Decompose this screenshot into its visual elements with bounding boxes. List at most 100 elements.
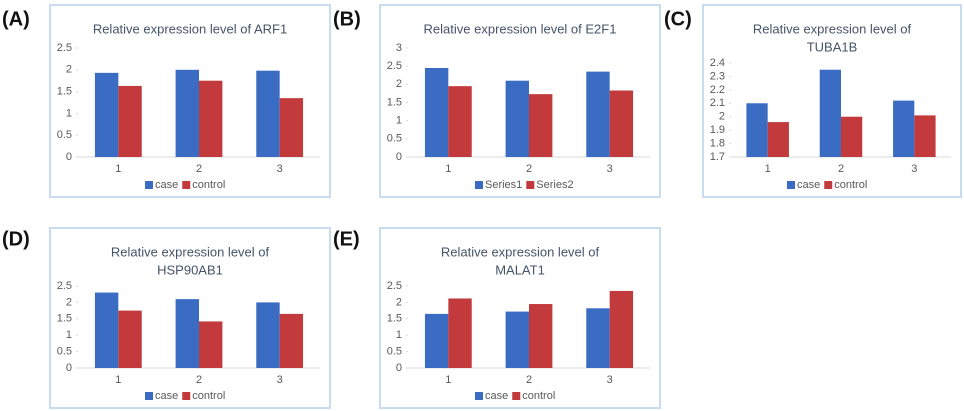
bar [767,122,789,157]
y-tick-label: 2 [396,296,402,308]
bar [529,304,553,368]
x-tick-label: 1 [115,163,121,175]
bar [914,115,936,157]
legend-swatch [787,181,795,189]
panel-label: (C) [664,8,692,30]
legend-label: Series2 [536,179,573,191]
panel-label: (A) [2,8,30,30]
y-tick-label: 0 [66,362,72,374]
legend-label: control [522,390,555,402]
legend-label: control [192,390,225,402]
y-tick-label: 2 [719,111,725,123]
bar [94,292,119,368]
panel-label: (E) [333,228,360,250]
legend-label: case [797,179,820,191]
chart-title: HSP90AB1 [157,262,223,277]
legend-swatch [475,392,483,400]
bar [279,98,304,157]
x-tick-label: 1 [445,163,451,175]
chart-title: Relative expression level of [441,244,600,259]
legend-swatch [824,181,833,189]
y-tick-label: 0.5 [57,129,72,141]
bar [199,321,223,368]
x-tick-label: 1 [765,163,771,175]
x-tick-label: 3 [607,374,613,386]
y-tick-label: 0.5 [387,346,402,358]
bar [893,100,915,157]
legend-label: case [155,179,178,191]
bar [448,86,472,157]
bar [424,313,449,368]
y-tick-label: 1.8 [710,137,725,149]
bar [505,80,529,157]
y-tick-label: 1 [66,107,72,119]
legend-label: case [155,390,178,402]
y-tick-label: 0.5 [387,133,402,145]
y-tick-label: 0 [396,362,402,374]
legend-swatch [526,181,535,189]
legend-swatch [182,392,191,400]
bar [279,313,304,368]
bar [529,94,553,157]
bar [505,311,529,368]
y-tick-label: 2.5 [387,280,402,292]
bar [175,69,199,157]
y-tick-label: 0.5 [57,346,72,358]
bar [175,299,199,368]
legend-swatch [512,392,521,400]
bar [199,80,223,157]
y-tick-label: 1.9 [710,124,725,136]
y-tick-label: 2.5 [57,280,72,292]
y-tick-label: 2 [66,296,72,308]
bar [118,310,142,368]
bar [746,103,768,157]
bar [118,85,142,157]
bar [586,71,610,157]
legend-swatch [182,181,191,189]
y-tick-label: 1.5 [387,96,402,108]
bar [94,72,119,157]
y-tick-label: 0 [396,151,402,163]
y-tick-label: 1 [396,115,402,127]
y-tick-label: 2.3 [710,70,725,82]
x-tick-label: 2 [196,163,202,175]
bar [819,69,841,157]
x-tick-label: 2 [196,374,202,386]
panel-label: (B) [333,8,361,30]
chart-title: TUBA1B [807,39,858,54]
y-tick-label: 2.4 [710,57,725,69]
y-tick-label: 3 [396,42,402,54]
legend-label: case [485,390,508,402]
y-tick-label: 2.1 [710,97,725,109]
x-tick-label: 3 [277,163,283,175]
y-tick-label: 2 [396,78,402,90]
bar [424,67,449,157]
y-tick-label: 2.5 [387,60,402,72]
bar [609,90,634,157]
legend-label: Series1 [485,179,522,191]
y-tick-label: 1.7 [710,151,725,163]
chart-title: Relative expression level of [111,244,270,259]
chart-title: Relative expression level of E2F1 [424,21,617,36]
y-tick-label: 2.5 [57,42,72,54]
bar [256,302,280,368]
panel-label: (D) [2,228,30,250]
chart-title: MALAT1 [495,262,545,277]
bar [448,298,472,368]
x-tick-label: 3 [607,163,613,175]
x-tick-label: 3 [277,374,283,386]
legend-label: control [192,179,225,191]
x-tick-label: 2 [526,374,532,386]
x-tick-label: 2 [838,163,844,175]
x-tick-label: 3 [911,163,917,175]
y-tick-label: 2.2 [710,84,725,96]
legend-swatch [475,181,483,189]
legend-swatch [145,181,153,189]
bar [609,290,634,368]
x-tick-label: 1 [445,374,451,386]
x-tick-label: 2 [526,163,532,175]
y-tick-label: 1.5 [387,313,402,325]
y-tick-label: 2 [66,64,72,76]
bar [256,70,280,157]
y-tick-label: 1.5 [57,86,72,98]
